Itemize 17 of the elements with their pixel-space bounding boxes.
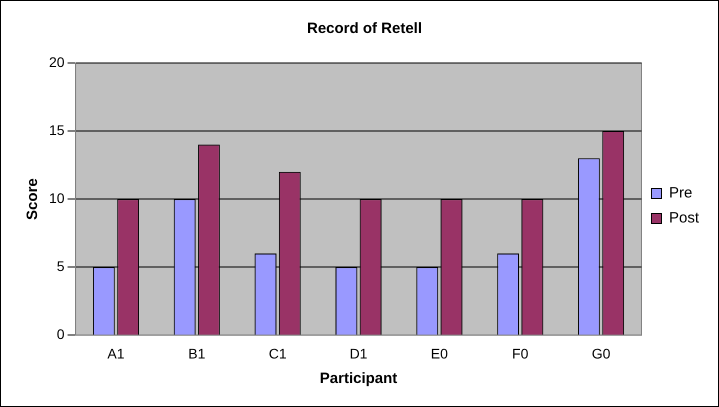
x-tick-label: B1 [188, 345, 206, 362]
legend-label: Post [668, 210, 700, 227]
y-tick-label: 5 [56, 258, 65, 274]
y-tick-label: 20 [48, 54, 65, 70]
x-tick-label: C1 [268, 345, 287, 362]
chart-title: Record of Retell [306, 20, 422, 38]
y-tick-label: 10 [48, 190, 65, 206]
x-tick-label: D1 [350, 345, 368, 362]
y-tick-label: 15 [48, 122, 65, 138]
y-axis-title: Score [24, 178, 42, 220]
x-tick-label: E0 [430, 345, 448, 362]
x-tick-label: A1 [107, 345, 125, 362]
legend-label: Pre [668, 184, 692, 202]
x-tick-label: G0 [592, 345, 611, 362]
x-tick-label: F0 [512, 345, 529, 362]
y-tick-label: 0 [56, 326, 65, 342]
x-axis-title: Participant [320, 370, 398, 388]
